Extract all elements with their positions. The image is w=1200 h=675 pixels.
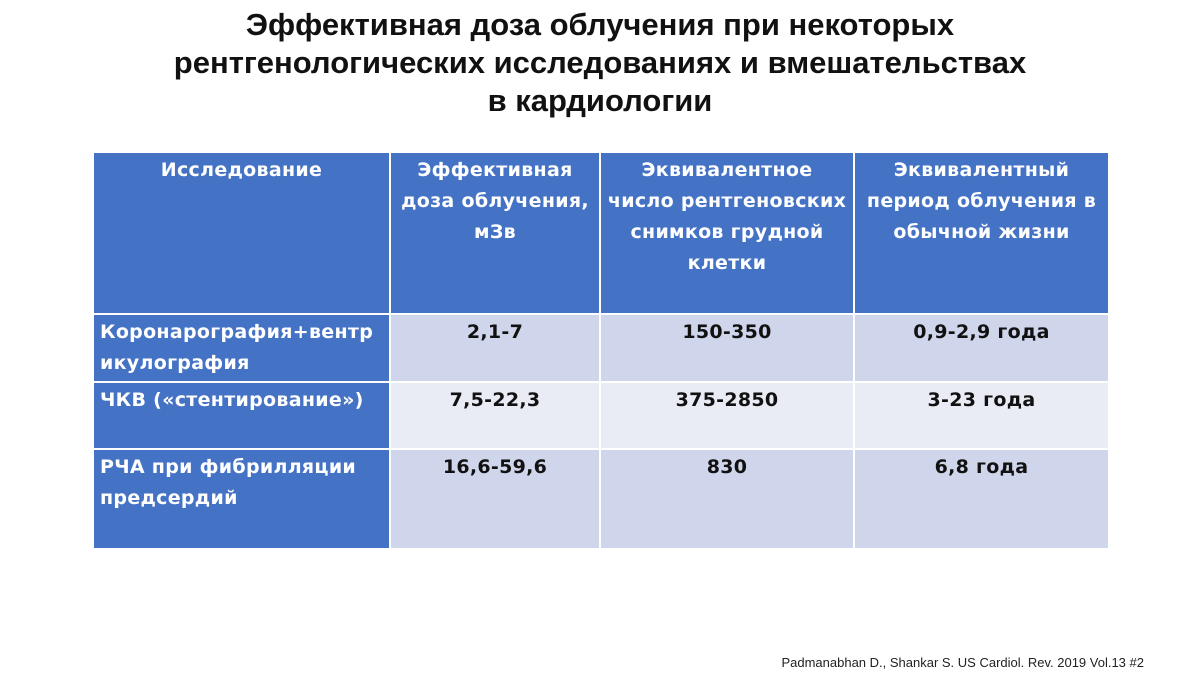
table-row: Коронарография+вентрикулография 2,1-7 15… [92,313,1110,383]
table-header-row: Исследование Эффективная доза облучения,… [92,151,1110,315]
cell-procedure: РЧА при фибрилляции предсердий [92,448,391,550]
cell-procedure: Коронарография+вентрикулография [92,313,391,383]
header-xray-equivalent: Эквивалентное число рентгеновских снимко… [599,151,855,315]
header-procedure: Исследование [92,151,391,315]
cell-period: 3-23 года [853,381,1110,450]
title-line-3: в кардиологии [487,83,713,118]
slide-title: Эффективная доза облучения при некоторых… [60,6,1140,120]
cell-dose: 16,6-59,6 [389,448,601,550]
cell-xrays: 830 [599,448,855,550]
header-effective-dose: Эффективная доза облучения, мЗв [389,151,601,315]
radiation-dose-table: Исследование Эффективная доза облучения,… [92,151,1110,550]
citation: Padmanabhan D., Shankar S. US Cardiol. R… [781,655,1144,670]
cell-xrays: 375-2850 [599,381,855,450]
cell-procedure: ЧКВ («стентирование») [92,381,391,450]
table-row: РЧА при фибрилляции предсердий 16,6-59,6… [92,448,1110,550]
cell-dose: 2,1-7 [389,313,601,383]
title-line-2: рентгенологических исследованиях и вмеша… [173,45,1027,80]
cell-xrays: 150-350 [599,313,855,383]
title-line-1: Эффективная доза облучения при некоторых [245,7,955,42]
table-row: ЧКВ («стентирование») 7,5-22,3 375-2850 … [92,381,1110,450]
header-exposure-period: Эквивалентный период облучения в обычной… [853,151,1110,315]
cell-period: 0,9-2,9 года [853,313,1110,383]
cell-period: 6,8 года [853,448,1110,550]
cell-dose: 7,5-22,3 [389,381,601,450]
